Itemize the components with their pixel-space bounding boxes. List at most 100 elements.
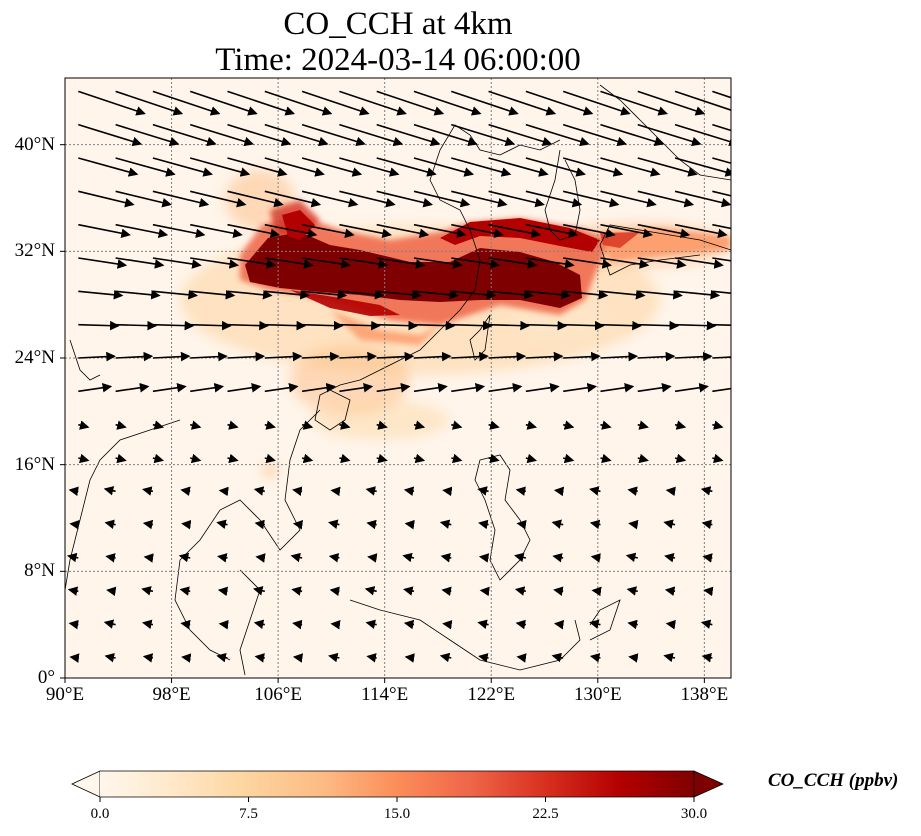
- wind-arrow: [66, 552, 79, 563]
- wind-arrow: [637, 420, 649, 430]
- wind-arrow: [301, 123, 366, 147]
- wind-arrow: [78, 90, 146, 116]
- wind-arrow: [78, 420, 90, 430]
- wind-arrow: [152, 123, 217, 147]
- wind-arrow: [701, 653, 713, 663]
- wind-arrow: [301, 257, 351, 269]
- wind-arrow: [712, 90, 731, 99]
- wind-arrow: [216, 652, 228, 663]
- wind-arrow: [78, 289, 124, 300]
- wind-arrow: [477, 619, 489, 629]
- wind-arrow: [525, 190, 583, 208]
- lon-tick-label: 114°E: [361, 684, 409, 705]
- wind-arrow: [179, 586, 191, 596]
- wind-arrow: [600, 351, 639, 362]
- wind-arrow: [553, 619, 565, 630]
- co-concentration-field: [180, 170, 731, 478]
- wind-arrow: [254, 519, 265, 530]
- wind-arrow: [637, 320, 680, 331]
- wind-arrow: [637, 257, 687, 269]
- wind-arrow: [301, 90, 370, 116]
- wind-arrow: [301, 453, 314, 464]
- wind-arrow: [376, 453, 388, 464]
- wind-arrow: [190, 223, 243, 239]
- lat-tick-label: 0°: [37, 667, 55, 688]
- wind-arrow: [525, 289, 571, 300]
- wind-arrow: [152, 382, 187, 393]
- wind-arrow: [227, 351, 266, 362]
- wind-arrow: [301, 157, 363, 177]
- wind-arrow: [674, 382, 709, 393]
- wind-arrow: [515, 619, 527, 630]
- wind-arrow: [227, 157, 288, 177]
- wind-arrow: [478, 519, 489, 530]
- wind-arrow: [328, 519, 340, 529]
- wind-arrow: [488, 351, 527, 362]
- wind-arrow: [143, 553, 154, 563]
- wind-vectors: [66, 90, 731, 663]
- wind-arrow: [264, 320, 307, 331]
- wind-arrow: [637, 123, 702, 147]
- wind-arrow: [451, 257, 501, 269]
- wind-arrow: [637, 351, 676, 362]
- wind-arrow: [553, 586, 564, 596]
- wind-arrow: [339, 382, 374, 393]
- wind-arrow: [675, 320, 717, 331]
- wind-arrow: [115, 453, 127, 464]
- wind-arrow: [701, 519, 713, 530]
- wind-arrow: [218, 619, 229, 630]
- wind-arrow: [525, 351, 564, 362]
- wind-arrow: [301, 190, 359, 208]
- wind-arrow: [376, 420, 388, 430]
- wind-arrow: [106, 586, 117, 597]
- wind-arrow: [712, 123, 731, 132]
- wind-arrow: [115, 382, 150, 393]
- lat-tick-label: 24°N: [14, 347, 55, 368]
- map-frame: [64, 77, 732, 679]
- wind-arrow: [152, 420, 165, 430]
- wind-arrow: [216, 519, 228, 529]
- wind-arrow: [339, 190, 396, 208]
- wind-arrow: [413, 420, 426, 430]
- wind-arrow: [515, 486, 527, 496]
- axis-ticks: [60, 144, 705, 683]
- wind-arrow: [103, 486, 116, 496]
- wind-arrow: [178, 552, 191, 563]
- wind-arrow: [339, 257, 389, 269]
- wind-arrow: [181, 519, 192, 530]
- colorbar-tick-label: 0.0: [90, 806, 110, 822]
- wind-arrow: [180, 486, 191, 497]
- wind-arrow: [591, 586, 602, 597]
- wind-arrow: [637, 90, 706, 116]
- wind-arrow: [413, 289, 460, 300]
- wind-arrow: [637, 382, 672, 393]
- wind-arrow: [152, 453, 165, 464]
- lon-tick-label: 122°E: [467, 684, 516, 705]
- colorbar-label: CO_CCH (ppbv): [768, 770, 899, 791]
- wind-arrow: [663, 519, 676, 529]
- wind-arrow: [302, 351, 340, 362]
- wind-arrow: [152, 223, 206, 239]
- wind-arrow: [69, 519, 80, 530]
- wind-arrow: [451, 123, 516, 147]
- wind-arrow: [78, 382, 113, 393]
- wind-arrow: [366, 653, 377, 663]
- wind-arrow: [663, 652, 676, 663]
- wind-arrow: [78, 453, 90, 464]
- wind-arrow: [141, 586, 154, 596]
- wind-arrow: [115, 90, 184, 116]
- wind-arrow: [339, 157, 400, 177]
- wind-arrow: [637, 453, 649, 464]
- wind-arrow: [227, 190, 284, 208]
- wind-arrow: [253, 486, 265, 496]
- wind-arrow: [488, 223, 542, 239]
- wind-arrow: [68, 486, 79, 497]
- wind-arrow: [488, 453, 500, 464]
- wind-arrow: [525, 123, 590, 147]
- map-plot-area: [65, 78, 731, 678]
- wind-arrow: [563, 223, 616, 239]
- lon-tick-label: 106°E: [254, 684, 302, 705]
- wind-arrow: [253, 619, 265, 630]
- wind-arrow: [67, 586, 79, 596]
- wind-arrow: [562, 157, 624, 177]
